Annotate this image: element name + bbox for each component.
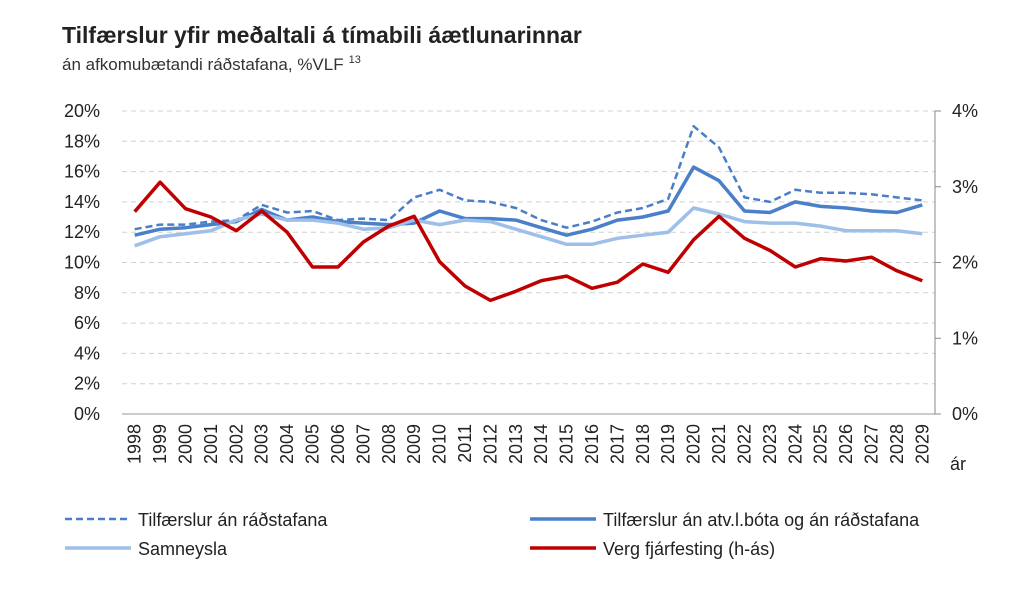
- y2-tick-label: 3%: [952, 177, 978, 197]
- x-tick-label: 2012: [480, 424, 500, 464]
- x-tick-label: 2002: [226, 424, 246, 464]
- y-tick-label: 18%: [64, 131, 100, 151]
- x-tick-label: 2007: [353, 424, 373, 464]
- x-tick-label: 1998: [125, 424, 145, 464]
- series-line: [134, 165, 923, 237]
- x-tick-label: 2011: [455, 424, 475, 463]
- y-tick-label: 12%: [64, 222, 100, 242]
- x-tick-label: 2029: [912, 424, 932, 464]
- x-tick-label: 2015: [557, 424, 577, 464]
- x-tick-label: 2014: [531, 424, 551, 464]
- y-tick-label: 4%: [74, 343, 100, 363]
- y-tick-label: 0%: [74, 404, 100, 424]
- x-tick-label: 2001: [201, 424, 221, 464]
- y-tick-label: 20%: [64, 101, 100, 121]
- x-tick-label: 2000: [176, 424, 196, 464]
- x-tick-label: 2010: [430, 424, 450, 464]
- x-tick-label: 2023: [760, 424, 780, 464]
- x-tick-label: 2024: [785, 424, 805, 464]
- x-tick-label: 2017: [607, 424, 627, 464]
- x-tick-label: 2005: [303, 424, 323, 464]
- x-tick-label: 2022: [734, 424, 754, 464]
- x-tick-label: 2020: [684, 424, 704, 464]
- legend-label: Samneysla: [138, 539, 228, 559]
- y-tick-label: 16%: [64, 162, 100, 182]
- x-tick-label: 2013: [506, 424, 526, 464]
- legend-label: Tilfærslur án ráðstafana: [138, 510, 328, 530]
- x-tick-label: 2008: [379, 424, 399, 464]
- y2-tick-label: 1%: [952, 328, 978, 348]
- y-tick-label: 2%: [74, 374, 100, 394]
- y-tick-label: 10%: [64, 253, 100, 273]
- x-tick-label: 2021: [709, 424, 729, 464]
- x-tick-label: 2016: [582, 424, 602, 464]
- x-tick-label: 2028: [887, 424, 907, 464]
- chart-title: Tilfærslur yfir meðaltali á tímabili áæt…: [62, 22, 582, 48]
- x-axis-label: ár: [950, 454, 966, 474]
- y2-tick-label: 4%: [952, 101, 978, 121]
- y-tick-label: 14%: [64, 192, 100, 212]
- y-tick-label: 8%: [74, 283, 100, 303]
- x-tick-label: 2026: [836, 424, 856, 464]
- x-tick-label: 2009: [404, 424, 424, 464]
- y2-tick-label: 2%: [952, 253, 978, 273]
- legend-label: Verg fjárfesting (h-ás): [603, 539, 775, 559]
- x-tick-label: 2027: [861, 424, 881, 464]
- y2-tick-label: 0%: [952, 404, 978, 424]
- subtitle-note: 13: [349, 54, 361, 66]
- y-tick-label: 6%: [74, 313, 100, 333]
- series-line: [134, 124, 923, 231]
- x-tick-label: 2025: [811, 424, 831, 464]
- series-line: [133, 180, 923, 303]
- x-tick-label: 2004: [277, 424, 297, 464]
- x-tick-label: 2018: [633, 424, 653, 464]
- x-tick-label: 1999: [150, 424, 170, 464]
- x-tick-label: 2019: [658, 424, 678, 464]
- subtitle-text: án afkomubætandi ráðstafana, %VLF: [62, 55, 344, 74]
- x-tick-label: 2006: [328, 424, 348, 464]
- x-tick-label: 2003: [252, 424, 272, 464]
- legend-label: Tilfærslur án atv.l.bóta og án ráðstafan…: [603, 510, 920, 530]
- chart-subtitle: án afkomubætandi ráðstafana, %VLF 13: [62, 54, 361, 74]
